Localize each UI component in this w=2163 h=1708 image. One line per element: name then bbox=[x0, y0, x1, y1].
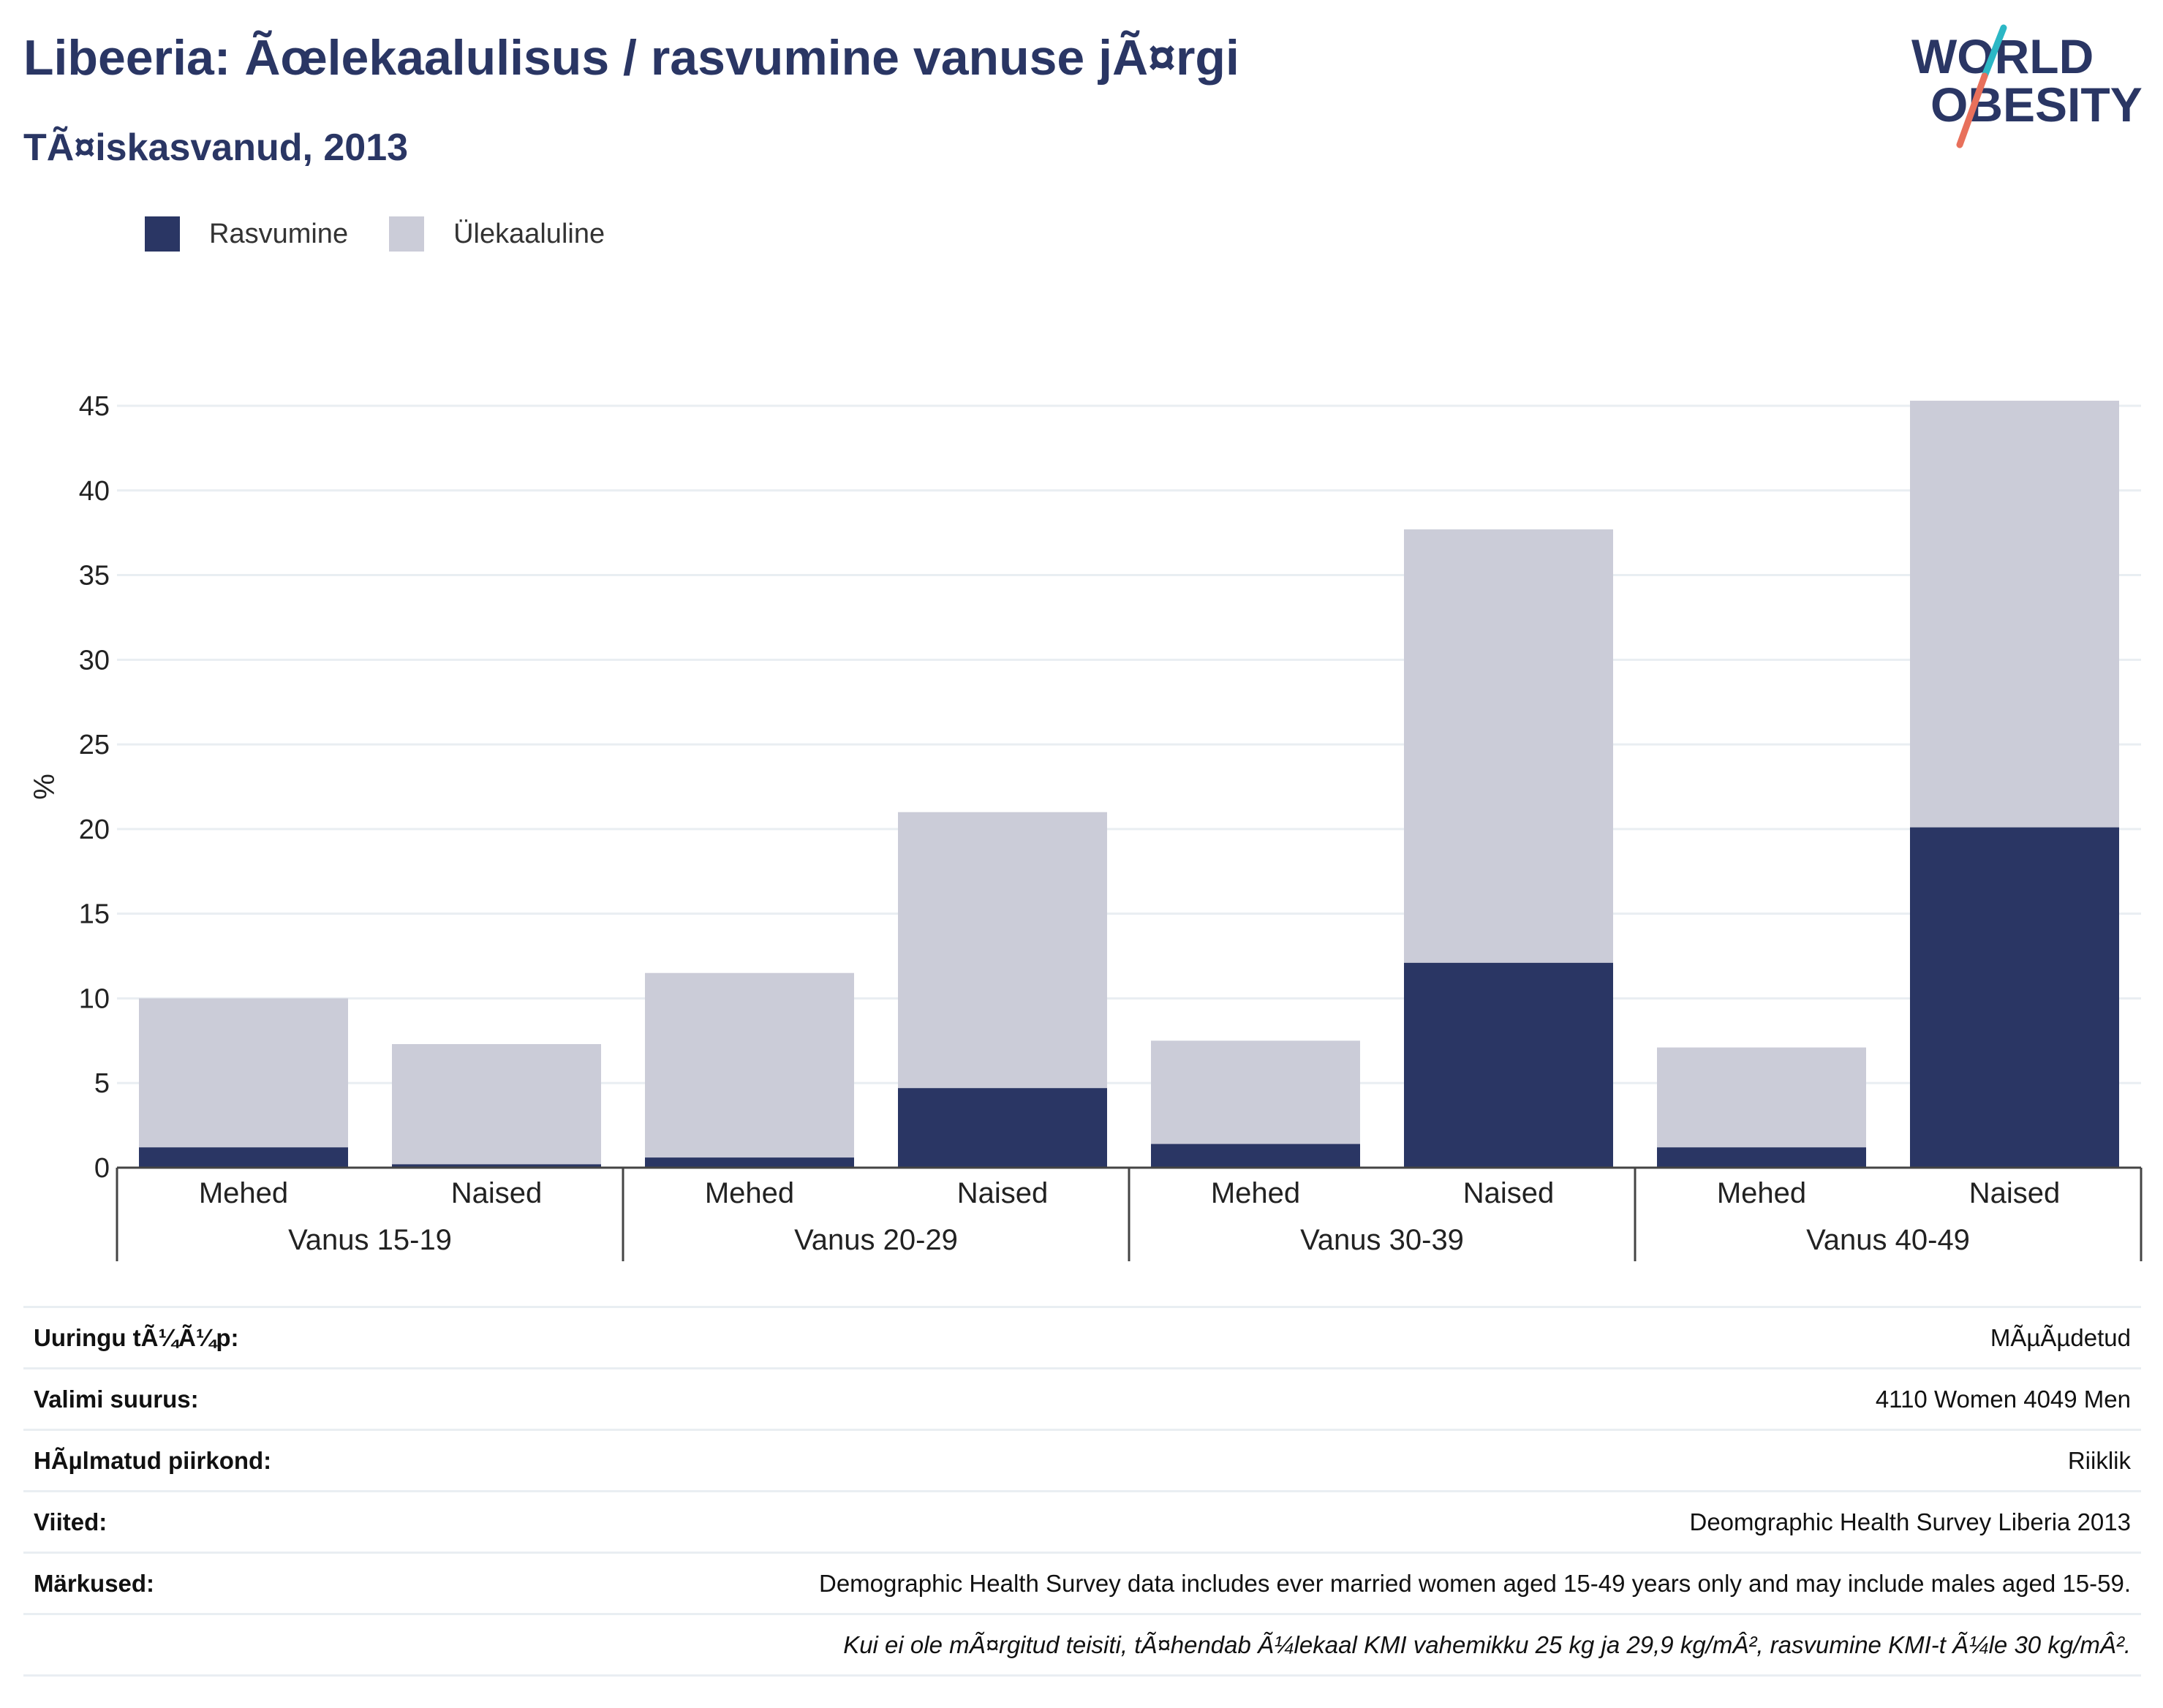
info-row: HÃµlmatud piirkond: Riiklik bbox=[23, 1429, 2141, 1492]
legend-item-obesity: Rasvumine bbox=[145, 216, 348, 252]
info-label bbox=[23, 1613, 368, 1677]
y-tick-label: 5 bbox=[94, 1068, 110, 1099]
info-table: Uuringu tÃ¼Ã¼p: MÃµÃµdetud Valimi suurus: 4… bbox=[23, 1306, 2141, 1677]
bar-obesity bbox=[898, 1088, 1107, 1168]
info-label: Viited: bbox=[23, 1490, 368, 1554]
y-tick-label: 30 bbox=[79, 645, 110, 676]
x-group-label: Vanus 40-49 bbox=[1806, 1224, 1970, 1256]
y-tick-label: 0 bbox=[94, 1153, 110, 1184]
logo-slash-coral bbox=[1956, 72, 1988, 148]
info-value: Riiklik bbox=[367, 1429, 2141, 1492]
bar-overweight bbox=[1910, 401, 2119, 828]
logo-slash-teal bbox=[1981, 24, 2007, 80]
x-category-label: Naised bbox=[957, 1177, 1049, 1209]
y-tick-label: 40 bbox=[79, 476, 110, 507]
legend-label-obesity: Rasvumine bbox=[209, 218, 349, 249]
chart-title: Libeeria: Ãœlekaalulisus / rasvumine van… bbox=[23, 30, 1239, 86]
info-label: Märkused: bbox=[23, 1552, 368, 1615]
legend-item-overweight: Ülekaaluline bbox=[389, 216, 605, 252]
x-group-label: Vanus 20-29 bbox=[794, 1224, 958, 1256]
info-row: Viited: Deomgraphic Health Survey Liberia… bbox=[23, 1490, 2141, 1554]
legend-swatch-overweight bbox=[389, 216, 425, 252]
x-category-label: Mehed bbox=[1211, 1177, 1300, 1209]
info-value: Demographic Health Survey data includes … bbox=[367, 1552, 2141, 1615]
y-tick-label: 20 bbox=[79, 815, 110, 845]
x-category-label: Naised bbox=[1463, 1177, 1555, 1209]
legend-swatch-obesity bbox=[145, 216, 180, 252]
bar-overweight bbox=[139, 998, 348, 1148]
legend-label-overweight: Ülekaaluline bbox=[453, 218, 605, 249]
bar-overweight bbox=[898, 812, 1107, 1089]
world-obesity-logo: WORLD OBESITY bbox=[1911, 24, 2143, 148]
chart-legend: Rasvumine Ülekaaluline bbox=[145, 216, 646, 252]
x-category-label: Mehed bbox=[1717, 1177, 1806, 1209]
x-category-label: Naised bbox=[1969, 1177, 2061, 1209]
bar-overweight bbox=[1404, 529, 1613, 963]
info-value: 4110 Women 4049 Men bbox=[367, 1367, 2141, 1431]
info-value: MÃµÃµdetud bbox=[367, 1306, 2141, 1369]
bar-overweight bbox=[645, 972, 854, 1158]
y-tick-label: 25 bbox=[79, 730, 110, 760]
info-label: Uuringu tÃ¼Ã¼p: bbox=[23, 1306, 368, 1369]
info-value: Deomgraphic Health Survey Liberia 2013 bbox=[367, 1490, 2141, 1554]
bar-overweight bbox=[1151, 1040, 1360, 1144]
x-category-label: Naised bbox=[451, 1177, 543, 1209]
bar-overweight bbox=[392, 1043, 601, 1165]
info-value: Kui ei ole mÃ¤rgitud teisiti, tÃ¤hendab … bbox=[367, 1613, 2141, 1677]
x-category-label: Mehed bbox=[705, 1177, 794, 1209]
x-category-label: Mehed bbox=[199, 1177, 288, 1209]
info-row: Märkused: Demographic Health Survey data … bbox=[23, 1552, 2141, 1615]
y-tick-label: 10 bbox=[79, 983, 110, 1014]
bar-chart: 0 5 10 15 20 25 30 35 40 45% Mehed Naised Mehed Naise… bbox=[29, 391, 2143, 1261]
info-row: Uuringu tÃ¼Ã¼p: MÃµÃµdetud bbox=[23, 1306, 2141, 1369]
bar-obesity bbox=[139, 1147, 348, 1168]
info-row: Valimi suurus: 4110 Women 4049 Men bbox=[23, 1367, 2141, 1431]
x-group-label: Vanus 15-19 bbox=[288, 1224, 452, 1256]
bar-obesity bbox=[1404, 962, 1613, 1168]
bar-obesity bbox=[1657, 1147, 1866, 1168]
bar-obesity bbox=[645, 1157, 854, 1168]
x-group-label: Vanus 30-39 bbox=[1300, 1224, 1464, 1256]
bar-obesity bbox=[1910, 827, 2119, 1168]
y-axis-label: % bbox=[29, 774, 61, 800]
info-label: HÃµlmatud piirkond: bbox=[23, 1429, 368, 1492]
y-tick-label: 35 bbox=[79, 561, 110, 592]
y-tick-label: 45 bbox=[79, 391, 110, 422]
bar-overweight bbox=[1657, 1047, 1866, 1148]
chart-subtitle: TÃ¤iskasvanud, 2013 bbox=[23, 126, 409, 169]
logo-word-obesity: OBESITY bbox=[1930, 78, 2143, 132]
info-label: Valimi suurus: bbox=[23, 1367, 368, 1431]
info-row: Kui ei ole mÃ¤rgitud teisiti, tÃ¤hendab … bbox=[23, 1613, 2141, 1677]
bar-obesity bbox=[1151, 1144, 1360, 1168]
y-tick-label: 15 bbox=[79, 899, 110, 930]
bar-obesity bbox=[392, 1164, 601, 1168]
